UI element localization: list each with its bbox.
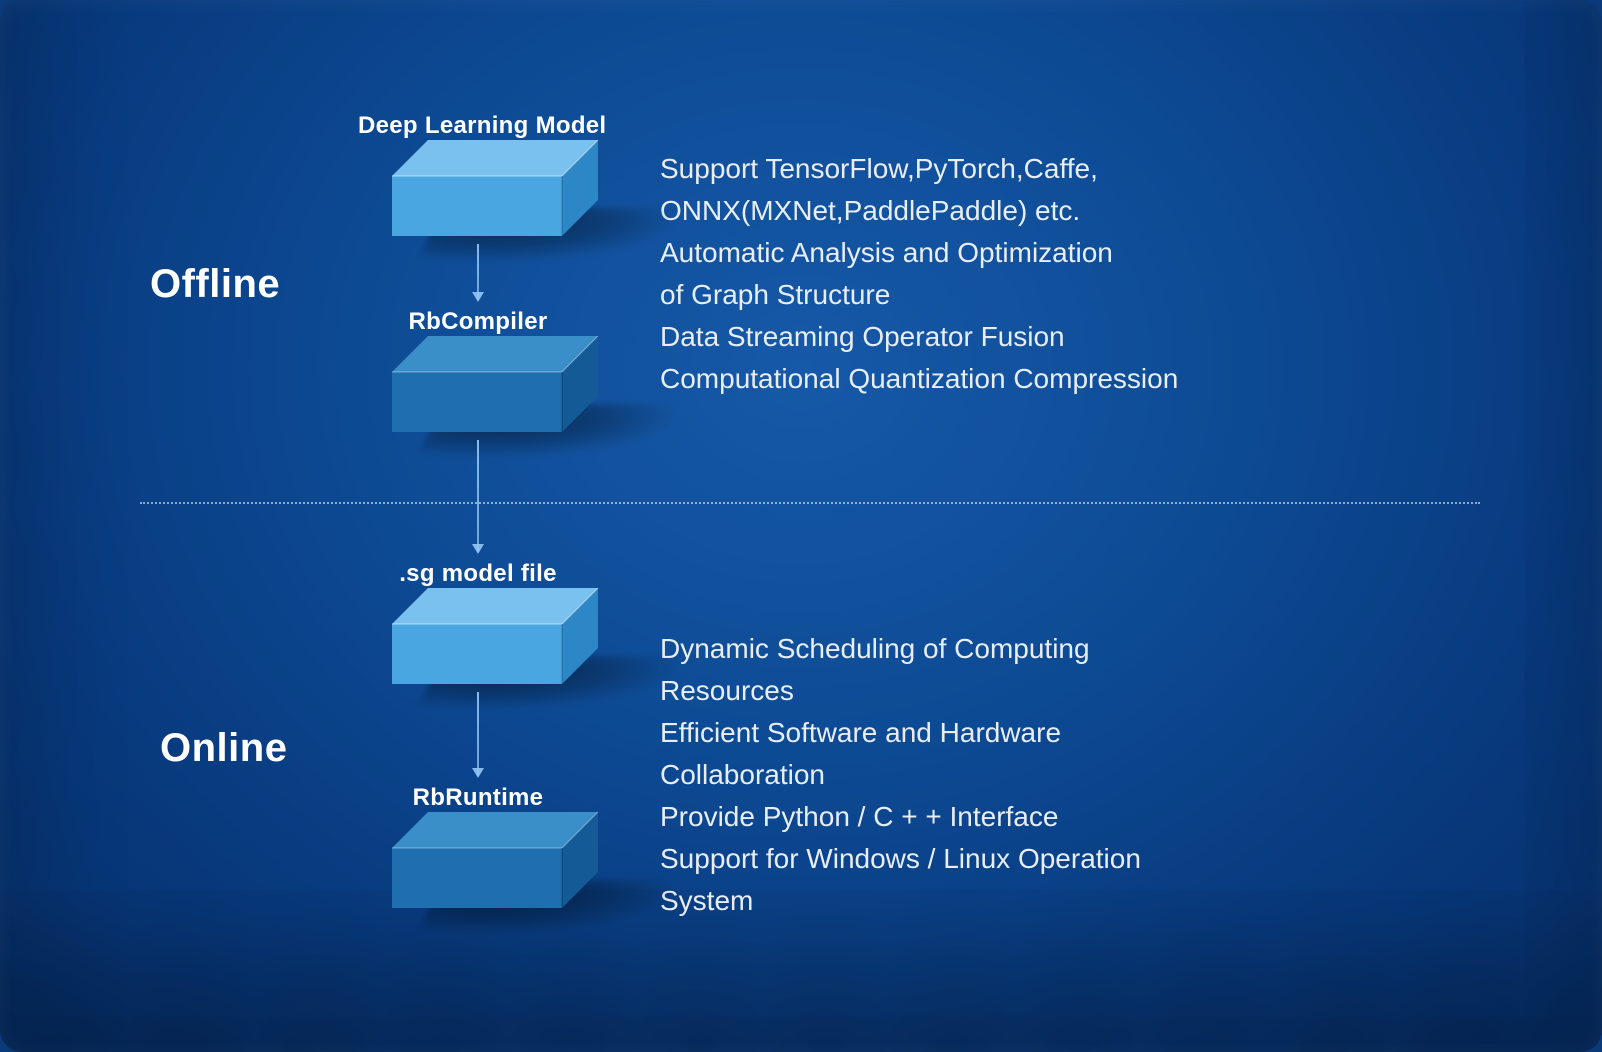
online-line-1: Resources — [660, 670, 1480, 712]
block-label-rbcompiler: RbCompiler — [358, 308, 598, 336]
online-line-2: Efficient Software and Hardware — [660, 712, 1480, 754]
block-label-rbruntime: RbRuntime — [358, 784, 598, 812]
online-line-4: Provide Python / C + + Interface — [660, 796, 1480, 838]
section-label-offline: Offline — [150, 262, 280, 307]
offline-line-0: Support TensorFlow,PyTorch,Caffe, — [660, 148, 1480, 190]
cube-icon — [392, 336, 602, 446]
cube-icon — [392, 812, 602, 922]
block-rbruntime — [392, 812, 562, 908]
block-label-deep-learning-model: Deep Learning Model — [358, 112, 598, 140]
offline-line-4: Data Streaming Operator Fusion — [660, 316, 1480, 358]
cube-icon — [392, 588, 602, 698]
offline-description: Support TensorFlow,PyTorch,Caffe, ONNX(M… — [660, 148, 1480, 400]
section-divider — [140, 502, 1480, 504]
offline-line-3: of Graph Structure — [660, 274, 1480, 316]
block-deep-learning-model — [392, 140, 562, 236]
offline-line-5: Computational Quantization Compression — [660, 358, 1480, 400]
block-label-sg-model-file: .sg model file — [358, 560, 598, 588]
offline-line-1: ONNX(MXNet,PaddlePaddle) etc. — [660, 190, 1480, 232]
arrow-down-icon — [477, 440, 479, 552]
online-line-6: System — [660, 880, 1480, 922]
online-line-0: Dynamic Scheduling of Computing — [660, 628, 1480, 670]
block-sg-model-file — [392, 588, 562, 684]
diagram-canvas: Offline Online Support TensorFlow,PyTorc… — [0, 0, 1602, 1052]
arrow-down-icon — [477, 244, 479, 300]
online-line-5: Support for Windows / Linux Operation — [660, 838, 1480, 880]
cube-icon — [392, 140, 602, 250]
arrow-down-icon — [477, 692, 479, 776]
online-line-3: Collaboration — [660, 754, 1480, 796]
section-label-online: Online — [160, 726, 287, 771]
block-rbcompiler — [392, 336, 562, 432]
offline-line-2: Automatic Analysis and Optimization — [660, 232, 1480, 274]
online-description: Dynamic Scheduling of Computing Resource… — [660, 628, 1480, 922]
